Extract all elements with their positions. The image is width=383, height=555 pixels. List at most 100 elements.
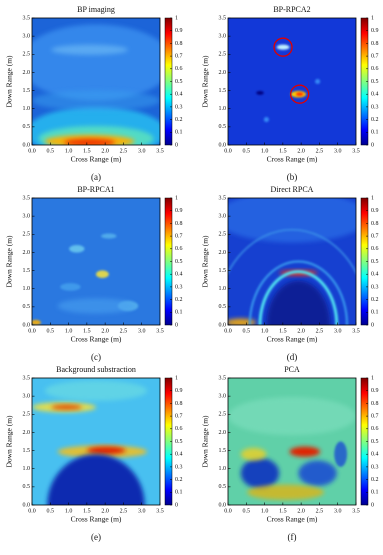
colorbar-tick-label: 0.4 — [175, 92, 183, 98]
heatmap-feature — [101, 233, 117, 239]
heatmap-feature — [247, 484, 324, 500]
y-tick-label: 0.5 — [219, 484, 227, 490]
panel-caption: (b) — [287, 172, 298, 182]
y-tick-label: 3.0 — [23, 214, 31, 220]
y-tick-label: 3.0 — [219, 34, 227, 40]
y-tick-label: 2.5 — [219, 412, 227, 418]
y-axis-label: Down Range (m) — [5, 55, 14, 108]
x-tick-label: 2.0 — [101, 148, 109, 154]
colorbar-tick-label: 0.7 — [371, 233, 379, 239]
colorbar-tick-label: 0.3 — [371, 284, 379, 290]
heatmap-feature — [51, 404, 82, 410]
y-tick-label: 1.5 — [23, 88, 31, 94]
x-tick-label: 1.0 — [261, 328, 269, 334]
x-axis-label: Cross Range (m) — [71, 515, 122, 524]
heatmap-feature — [228, 397, 356, 436]
y-tick-label: 0.0 — [219, 502, 227, 508]
x-axis-label: Cross Range (m) — [71, 155, 122, 164]
x-tick-label: 1.0 — [261, 508, 269, 514]
heatmap-feature — [240, 458, 280, 489]
x-tick-label: 0.0 — [224, 508, 232, 514]
y-tick-label: 0.0 — [219, 322, 227, 328]
colorbar-tick-label: 0.1 — [371, 130, 379, 136]
x-axis-label: Cross Range (m) — [267, 515, 318, 524]
y-tick-label: 3.5 — [23, 15, 31, 21]
y-tick-label: 3.5 — [23, 195, 31, 201]
y-tick-label: 0.5 — [23, 124, 31, 130]
heatmap-feature — [266, 280, 331, 325]
colorbar-tick-label: 0.4 — [371, 92, 379, 98]
y-tick-label: 1.0 — [23, 466, 31, 472]
colorbar-tick-label: 1 — [175, 15, 178, 21]
heatmap-arc — [248, 260, 349, 325]
y-tick-label: 0.5 — [219, 304, 227, 310]
colorbar-tick-label: 0.5 — [175, 79, 183, 85]
colorbar-tick-label: 0.8 — [175, 221, 183, 227]
panel-caption: (a) — [91, 172, 101, 182]
heatmap-image — [228, 378, 356, 505]
colorbar-tick-label: 0.8 — [371, 41, 379, 47]
y-tick-label: 2.5 — [23, 232, 31, 238]
colorbar-tick-label: 0.7 — [371, 53, 379, 59]
heatmap-image — [32, 18, 160, 145]
x-tick-label: 3.0 — [138, 148, 146, 154]
y-axis-label: Down Range (m) — [5, 415, 14, 468]
y-tick-label: 2.5 — [23, 412, 31, 418]
x-tick-label: 0.0 — [224, 148, 232, 154]
colorbar-tick-label: 1 — [175, 375, 178, 381]
x-tick-label: 3.5 — [156, 148, 164, 154]
colorbar-tick-label: 0.7 — [175, 413, 183, 419]
heatmap-feature — [240, 447, 267, 461]
colorbar-tick-label: 0.2 — [175, 117, 183, 123]
y-tick-label: 2.0 — [23, 70, 31, 76]
x-axis-label: Cross Range (m) — [71, 335, 122, 344]
heatmap-feature — [315, 78, 321, 85]
colorbar-tick-label: 0.9 — [371, 388, 379, 394]
colorbar-tick-label: 0.3 — [371, 464, 379, 470]
panel: BP imaging 0.0 0.5 1.0 1.5 2.0 2.5 3.0 3.5 0.0 0.5… — [5, 5, 183, 182]
y-tick-label: 3.0 — [219, 214, 227, 220]
heatmap-feature — [298, 460, 337, 486]
y-axis-label: Down Range (m) — [201, 415, 210, 468]
heatmap-image — [32, 198, 160, 325]
heatmap-feature — [32, 24, 160, 101]
x-tick-label: 3.5 — [156, 328, 164, 334]
colorbar-tick-label: 1 — [371, 375, 374, 381]
colorbar-tick-label: 0 — [175, 142, 178, 148]
y-tick-label: 1.0 — [219, 286, 227, 292]
panel-caption: (f) — [288, 532, 297, 542]
y-tick-label: 3.0 — [23, 34, 31, 40]
x-tick-label: 3.5 — [352, 148, 360, 154]
colorbar-tick-label: 0.3 — [371, 104, 379, 110]
colorbar-tick-label: 0.2 — [371, 297, 379, 303]
highlight-circle — [273, 37, 293, 57]
colorbar-tick-label: 0.4 — [175, 452, 183, 458]
plot-frame — [31, 17, 161, 146]
heatmap-feature — [96, 270, 109, 279]
colorbar-tick-label: 0.5 — [175, 259, 183, 265]
colorbar-tick-label: 0.1 — [175, 490, 183, 496]
x-tick-label: 1.0 — [65, 328, 73, 334]
colorbar-tick-label: 0.6 — [371, 426, 379, 432]
colorbar-tick-label: 0.4 — [371, 272, 379, 278]
colorbar-tick-label: 0.1 — [175, 130, 183, 136]
y-tick-label: 1.0 — [23, 106, 31, 112]
colorbar-tick-label: 0.8 — [371, 221, 379, 227]
panel: PCA 0.0 0.5 1.0 1.5 2.0 2.5 3.0 3.5 0.0 0.5 1.0 1.5 2… — [201, 365, 379, 542]
plot-frame — [31, 197, 161, 326]
heatmap-feature — [87, 446, 126, 455]
x-tick-label: 0.5 — [47, 328, 55, 334]
y-tick-label: 3.0 — [219, 394, 227, 400]
x-tick-label: 2.5 — [120, 328, 128, 334]
y-tick-label: 3.0 — [23, 394, 31, 400]
colorbar-tick-label: 0.7 — [175, 53, 183, 59]
x-tick-label: 2.5 — [316, 328, 324, 334]
y-tick-label: 1.0 — [219, 106, 227, 112]
y-tick-label: 1.0 — [23, 286, 31, 292]
panel: Background substraction 0.0 0.5 1.0 1.5 2.0 2.… — [5, 365, 183, 542]
colorbar-tick-label: 0.2 — [371, 477, 379, 483]
x-tick-label: 1.0 — [65, 508, 73, 514]
x-tick-label: 1.5 — [279, 508, 287, 514]
colorbar-tick-label: 0.7 — [371, 413, 379, 419]
